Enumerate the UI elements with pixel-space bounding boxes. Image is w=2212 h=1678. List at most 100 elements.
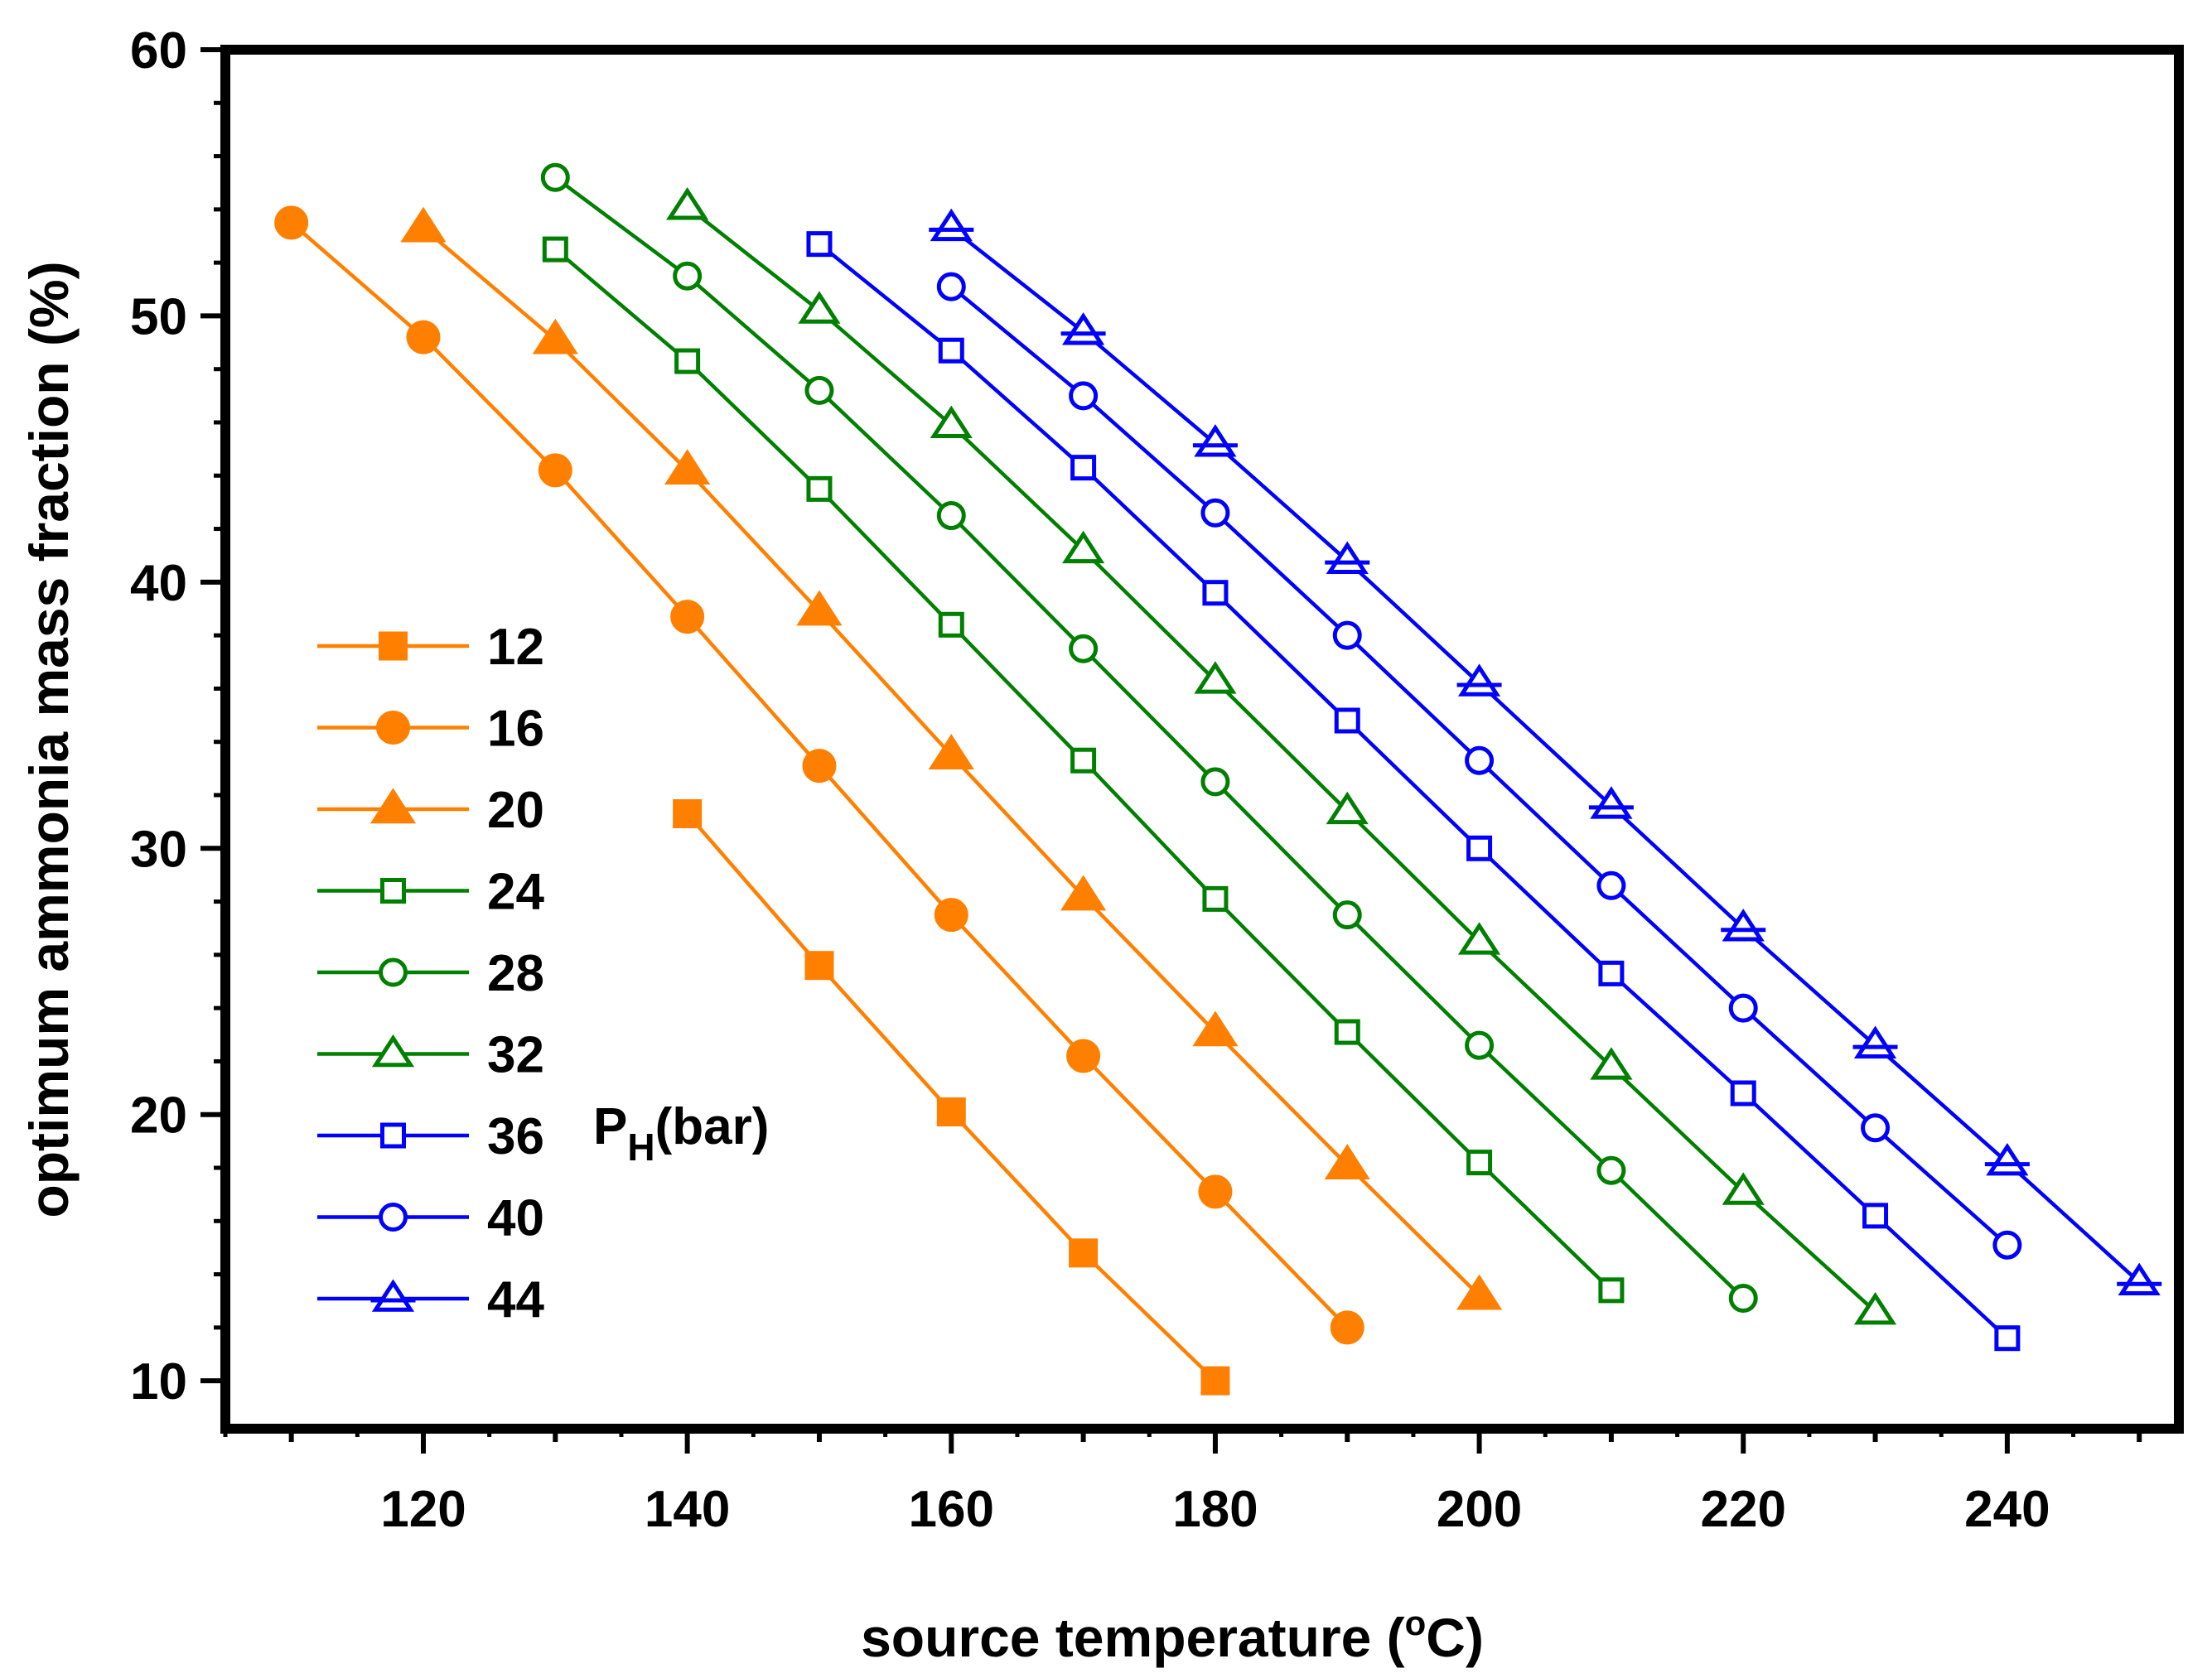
- data-point-40-220: [1728, 993, 1758, 1023]
- data-point-28-190: [1332, 900, 1362, 930]
- data-point-28-180: [1200, 767, 1230, 797]
- data-point-40-190: [1332, 620, 1362, 650]
- data-point-32-150: [798, 291, 841, 324]
- data-point-24-190: [1334, 1019, 1360, 1045]
- data-point-44-190: [1326, 541, 1369, 574]
- data-point-36-190: [1334, 707, 1360, 734]
- data-point-32-140: [666, 187, 709, 220]
- legend-label-20: 20: [487, 782, 544, 839]
- legend-item-40: 40: [317, 1190, 544, 1247]
- data-point-24-210: [1598, 1277, 1625, 1304]
- data-point-28-200: [1465, 1030, 1495, 1060]
- legend-title-tail: (bar): [655, 1098, 770, 1155]
- data-point-44-220: [1722, 909, 1765, 942]
- legend-item-20: 20: [317, 782, 544, 839]
- series-36: [806, 231, 2021, 1352]
- data-point-20-160: [928, 734, 974, 769]
- data-point-12-180: [1200, 1366, 1230, 1396]
- x-axis-title: source temperature (oC): [861, 1603, 1484, 1668]
- data-point-28-210: [1596, 1155, 1626, 1185]
- x-tick-label-160: 160: [909, 1481, 994, 1538]
- series-20: [400, 206, 1503, 1310]
- legend-label-24: 24: [487, 864, 544, 921]
- legend-label-36: 36: [487, 1108, 544, 1165]
- legend-item-44: 44: [317, 1271, 544, 1328]
- data-point-32-230: [1853, 1291, 1897, 1325]
- series-12: [673, 799, 1230, 1396]
- legend-label-40: 40: [487, 1190, 544, 1247]
- data-point-44-240: [1986, 1142, 2029, 1176]
- data-point-12-170: [1069, 1238, 1099, 1268]
- series-line-36: [818, 242, 2009, 1340]
- series-16: [274, 205, 1364, 1345]
- plot-frame: [220, 45, 2184, 1434]
- y-tick-label-20: 20: [130, 1087, 187, 1145]
- legend-marker-44: [371, 1279, 415, 1312]
- data-point-36-230: [1862, 1203, 1889, 1229]
- series-line-32: [686, 205, 1877, 1314]
- data-point-16-130: [538, 453, 572, 488]
- data-point-32-210: [1590, 1047, 1633, 1080]
- data-point-16-180: [1198, 1174, 1233, 1209]
- data-point-28-150: [804, 375, 834, 405]
- data-point-32-220: [1722, 1172, 1765, 1205]
- legend-marker-40: [379, 1203, 408, 1232]
- legend-label-28: 28: [487, 945, 544, 1002]
- legend-label-32: 32: [487, 1027, 544, 1084]
- legend-item-32: 32: [317, 1027, 544, 1084]
- legend-label-16: 16: [487, 701, 544, 758]
- data-point-24-160: [938, 611, 964, 638]
- x-axis-title-tail: C): [1426, 1607, 1484, 1668]
- data-point-36-180: [1202, 580, 1229, 606]
- data-point-40-240: [1992, 1230, 2022, 1260]
- data-point-24-170: [1070, 747, 1097, 774]
- legend-item-24: 24: [317, 864, 544, 921]
- data-point-36-150: [806, 231, 833, 258]
- data-point-40-210: [1596, 870, 1626, 900]
- data-point-12-160: [936, 1097, 966, 1126]
- x-tick-label-240: 240: [1964, 1481, 2050, 1538]
- data-point-40-160: [936, 272, 966, 301]
- data-point-28-140: [673, 261, 703, 291]
- data-point-36-170: [1070, 455, 1097, 481]
- legend-label-44: 44: [487, 1271, 544, 1328]
- data-point-40-230: [1861, 1113, 1891, 1143]
- legend: 12 16 20 24 28 32 36 40 44: [317, 619, 544, 1328]
- data-point-24-200: [1466, 1150, 1493, 1176]
- data-point-28-160: [936, 501, 966, 530]
- y-tick-label-40: 40: [130, 555, 187, 612]
- series-28: [540, 162, 1758, 1313]
- series-44: [929, 208, 2162, 1296]
- data-point-44-200: [1457, 663, 1501, 697]
- data-point-16-120: [406, 320, 441, 354]
- series-40: [936, 272, 2022, 1260]
- data-point-28-170: [1069, 634, 1099, 663]
- data-point-20-170: [1060, 875, 1107, 911]
- legend-item-36: 36: [317, 1108, 544, 1165]
- legend-marker-12: [379, 631, 408, 661]
- legend-item-12: 12: [317, 619, 544, 676]
- data-point-32-170: [1062, 530, 1105, 564]
- data-point-16-170: [1066, 1039, 1101, 1073]
- legend-marker-32: [371, 1034, 415, 1068]
- data-point-36-160: [938, 337, 964, 364]
- y-tick-label-50: 50: [130, 288, 187, 345]
- data-point-44-170: [1062, 312, 1105, 345]
- legend-label-12: 12: [487, 619, 544, 676]
- series-layer: [274, 162, 2162, 1396]
- data-point-16-110: [274, 205, 309, 240]
- y-tick-label-60: 60: [130, 22, 187, 80]
- legend-marker-24: [380, 878, 406, 904]
- data-point-40-170: [1069, 381, 1099, 411]
- y-tick-label-30: 30: [130, 821, 187, 878]
- series-line-44: [949, 226, 2141, 1284]
- legend-marker-20: [369, 788, 417, 824]
- data-point-44-210: [1590, 786, 1633, 819]
- data-point-40-200: [1465, 745, 1495, 775]
- data-point-16-190: [1330, 1310, 1364, 1345]
- data-point-20-130: [532, 318, 578, 354]
- data-point-16-150: [802, 749, 837, 784]
- data-point-32-160: [930, 405, 973, 439]
